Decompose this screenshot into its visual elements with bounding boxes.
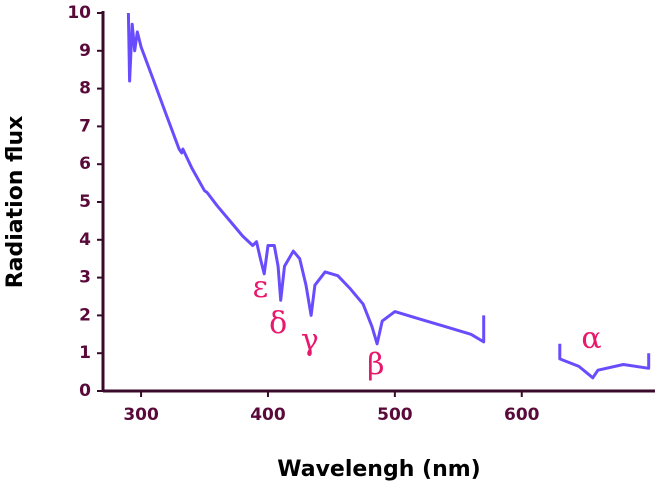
series-line <box>126 12 651 380</box>
y-tick-label: 8 <box>79 79 91 99</box>
y-tick-label: 2 <box>79 305 91 325</box>
y-tick-label: 5 <box>79 192 91 212</box>
y-tick-label: 0 <box>79 381 91 401</box>
x-axis-title: Wavelengh (nm) <box>277 457 480 482</box>
x-tick-label: 500 <box>377 405 413 425</box>
annotation: β <box>367 347 384 382</box>
annotation: α <box>581 321 601 356</box>
annotation: ε <box>253 270 269 305</box>
y-tick-label: 9 <box>79 41 91 61</box>
y-tick-label: 10 <box>67 3 91 23</box>
y-tick-label: 7 <box>79 116 91 136</box>
annotation: δ <box>269 306 287 341</box>
y-tick-label: 1 <box>79 343 91 363</box>
x-tick-label: 300 <box>123 405 159 425</box>
y-tick-label: 4 <box>79 230 91 250</box>
x-tick-label: 600 <box>504 405 540 425</box>
y-axis-title: Radiation flux <box>3 116 28 289</box>
y-tick-label: 3 <box>79 268 91 288</box>
annotation: γ <box>301 323 319 358</box>
y-tick-label: 6 <box>79 154 91 174</box>
x-tick-label: 400 <box>250 405 286 425</box>
